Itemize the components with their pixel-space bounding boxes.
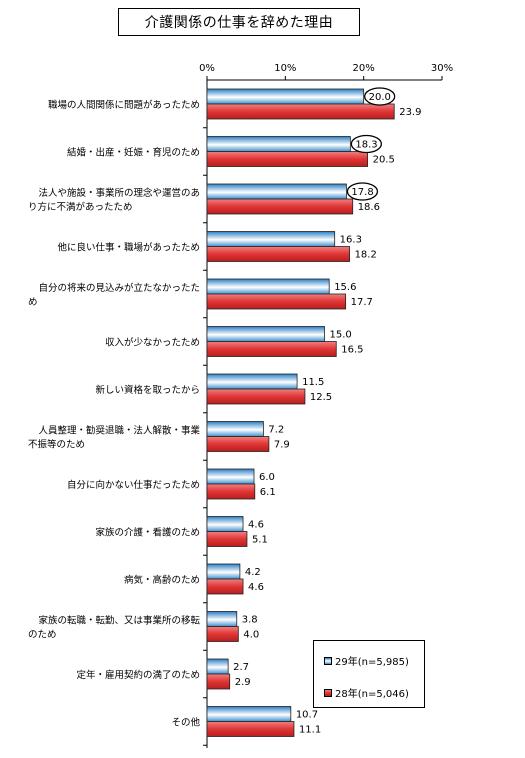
legend-swatch-29	[324, 656, 332, 665]
category-label: 職場の人間関係に問題があったため	[48, 99, 200, 111]
value-label: 7.2	[268, 425, 284, 436]
x-tick-label: 20%	[353, 63, 375, 74]
category-label: 人員整理・勧奨退職・法人解散・事業不振等のため	[28, 425, 200, 451]
chart-title: 介護関係の仕事を辞めた理由	[118, 8, 360, 36]
category-label: 定年・雇用契約の満了のため	[76, 669, 200, 681]
bar-29	[206, 88, 365, 105]
legend-label: 29年(n=5,985)	[335, 657, 409, 668]
category-label: 新しい資格を取ったから	[95, 384, 200, 396]
value-label: 16.3	[340, 235, 362, 246]
bar-28	[206, 721, 295, 737]
bar-29	[206, 563, 241, 580]
value-label: 11.1	[299, 725, 321, 736]
bar-28	[206, 578, 244, 595]
chart-legend: 29年(n=5,985) 28年(n=5,046)	[313, 640, 425, 708]
highlight-circle	[346, 182, 379, 201]
value-label: 4.2	[245, 567, 261, 578]
category-label: 自分に向かない仕事だったため	[67, 479, 200, 491]
bar-28	[206, 198, 354, 215]
value-label: 7.9	[274, 440, 290, 451]
bar-28	[206, 531, 248, 547]
bar-29	[206, 421, 264, 437]
bar-29	[206, 278, 330, 295]
value-label: 4.0	[243, 630, 259, 641]
category-label: 結婚・出産・妊娠・育児のため	[67, 147, 200, 159]
value-label: 18.2	[355, 250, 377, 261]
value-label: 4.6	[248, 582, 264, 593]
value-label: 10.7	[296, 710, 318, 721]
category-label: 法人や施設・事業所の理念や運営のあり方に不満があったため	[28, 187, 200, 213]
bar-28	[206, 341, 337, 357]
value-label: 18.6	[358, 202, 380, 213]
value-label: 15.0	[330, 330, 352, 341]
bar-29	[206, 183, 347, 200]
value-label: 12.5	[310, 392, 332, 403]
value-label: 20.5	[373, 155, 395, 166]
value-label: 20.0	[369, 92, 391, 103]
highlight-circle	[350, 134, 383, 154]
bar-28	[206, 388, 306, 405]
value-label: 3.8	[242, 615, 258, 626]
bar-29	[206, 516, 244, 532]
category-label: 家族の転職・転勤、又は事業所の移転のため	[28, 615, 200, 641]
value-label: 6.1	[260, 487, 276, 498]
x-tick-label: 10%	[274, 63, 296, 74]
legend-label: 28年(n=5,046)	[335, 689, 409, 700]
legend-swatch-28	[324, 688, 332, 697]
bar-28	[206, 436, 270, 452]
value-label: 6.0	[259, 472, 275, 483]
bar-28	[206, 103, 395, 120]
category-label: 家族の介護・看護のため	[95, 527, 200, 539]
bar-29	[206, 136, 351, 152]
value-label: 11.5	[302, 377, 324, 388]
bar-28	[206, 483, 256, 500]
bar-29	[206, 611, 238, 627]
value-label: 23.9	[399, 107, 421, 118]
value-label: 4.6	[248, 520, 264, 531]
x-tick-label: 30%	[431, 63, 453, 74]
value-label: 17.8	[351, 187, 373, 198]
value-label: 2.7	[233, 662, 249, 673]
value-label: 16.5	[341, 345, 363, 356]
bar-29	[206, 373, 298, 390]
bar-29	[206, 658, 229, 675]
bar-29	[206, 468, 255, 485]
category-label: 収入が少なかったため	[105, 337, 200, 349]
value-label: 18.3	[355, 140, 377, 151]
category-label: その他	[171, 717, 200, 729]
value-label: 17.7	[351, 297, 373, 308]
x-tick-label: 0%	[199, 63, 215, 74]
legend-item: 28年(n=5,046)	[324, 685, 409, 700]
bar-28	[206, 293, 347, 310]
bar-28	[206, 626, 239, 642]
bar-29	[206, 231, 336, 247]
bar-28	[206, 151, 368, 167]
highlight-circle	[364, 87, 396, 106]
value-label: 15.6	[334, 282, 356, 293]
bar-28	[206, 246, 350, 262]
bar-29	[206, 706, 292, 722]
bar-29	[206, 326, 325, 342]
legend-item: 29年(n=5,985)	[324, 653, 409, 668]
category-label: 自分の将来の見込みが立たなかったため	[28, 282, 200, 308]
value-label: 2.9	[235, 677, 251, 688]
value-label: 5.1	[252, 535, 268, 546]
category-label: 他に良い仕事・職場があったため	[57, 242, 200, 254]
category-label: 病気・高齢のため	[124, 574, 200, 586]
bar-28	[206, 673, 231, 690]
